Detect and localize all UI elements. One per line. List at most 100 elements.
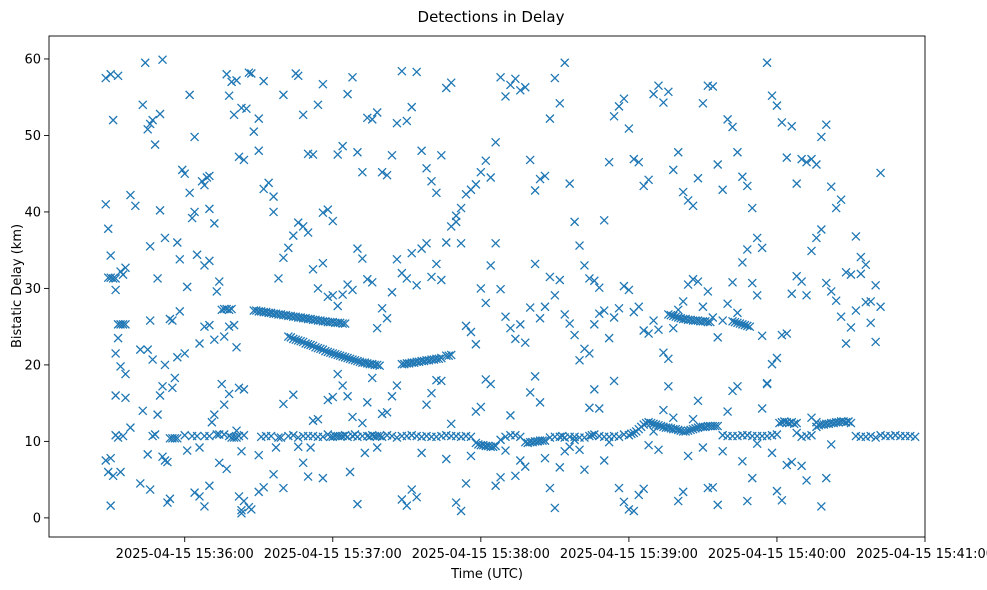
data-point-x-marker (772, 486, 782, 496)
data-point-x-marker (103, 467, 113, 477)
data-point-x-marker (747, 203, 757, 213)
data-point-x-marker (614, 303, 624, 313)
data-point-x-marker (737, 257, 747, 267)
data-point-x-marker (177, 165, 187, 175)
data-point-x-marker (723, 299, 733, 309)
data-point-x-marker (520, 82, 530, 92)
data-point-x-marker (106, 501, 116, 511)
data-point-x-marker (185, 90, 195, 100)
data-point-x-marker (580, 261, 589, 270)
data-point-x-marker (140, 58, 150, 68)
data-point-x-marker (237, 508, 246, 518)
data-point-x-marker (325, 348, 335, 358)
data-point-x-marker (278, 253, 288, 263)
data-point-x-marker (348, 355, 357, 365)
data-point-x-marker (219, 332, 229, 342)
data-point-x-marker (446, 419, 456, 429)
data-point-x-marker (239, 496, 249, 506)
data-point-x-marker (530, 259, 540, 269)
data-point-x-marker (654, 81, 663, 91)
data-point-x-marker (728, 277, 737, 287)
data-point-x-marker (486, 261, 496, 270)
data-point-x-marker (792, 179, 802, 189)
data-point-x-marker (293, 71, 303, 81)
data-point-x-marker (436, 275, 446, 285)
data-point-x-marker (377, 432, 387, 442)
data-point-x-marker (466, 432, 476, 442)
data-point-x-marker (639, 326, 649, 335)
data-point-x-marker (101, 199, 111, 209)
data-point-x-marker (683, 426, 693, 436)
data-point-x-marker (291, 335, 301, 345)
data-point-x-marker (422, 163, 432, 173)
data-point-x-marker (125, 423, 135, 433)
data-point-x-marker (752, 290, 762, 300)
data-point-x-marker (298, 337, 308, 347)
data-point-x-marker (306, 340, 316, 350)
data-point-x-marker (417, 146, 427, 156)
data-point-x-marker (678, 296, 688, 306)
data-point-x-marker (876, 302, 886, 312)
x-tick-label: 2025-04-15 15:40:00 (708, 547, 846, 562)
data-point-x-marker (167, 316, 177, 325)
data-point-x-marker (422, 400, 432, 410)
data-point-x-marker (789, 419, 799, 429)
data-point-x-marker (649, 426, 659, 436)
data-point-x-marker (315, 344, 325, 354)
data-point-x-marker (733, 147, 742, 157)
data-point-x-marker (782, 460, 792, 470)
data-point-x-marker (668, 165, 678, 175)
data-point-x-marker (624, 285, 634, 295)
data-point-x-marker (313, 414, 323, 424)
data-point-x-marker (703, 287, 713, 296)
data-point-x-marker (372, 108, 382, 117)
data-point-x-marker (165, 314, 175, 324)
data-point-x-marker (249, 127, 259, 137)
data-point-x-marker (811, 160, 821, 169)
data-point-x-marker (158, 55, 167, 65)
data-point-x-marker (772, 353, 782, 363)
data-point-x-marker (841, 267, 851, 277)
data-point-x-marker (145, 485, 155, 495)
data-point-x-marker (525, 387, 535, 397)
data-point-x-marker (274, 274, 283, 283)
data-point-x-marker (649, 89, 659, 99)
data-point-x-marker (172, 238, 182, 247)
data-point-x-marker (575, 241, 584, 251)
data-point-x-marker (831, 203, 841, 213)
data-point-x-marker (496, 472, 506, 482)
data-point-x-marker (407, 485, 417, 495)
data-point-x-marker (269, 192, 279, 202)
data-point-x-marker (713, 160, 723, 169)
data-point-x-marker (663, 309, 673, 319)
data-point-x-marker (584, 431, 594, 441)
data-point-x-marker (155, 391, 165, 400)
data-point-x-marker (816, 501, 826, 511)
data-point-x-marker (491, 441, 501, 451)
data-point-x-marker (658, 98, 668, 108)
data-point-x-marker (811, 233, 821, 243)
data-point-x-marker (505, 80, 515, 90)
data-point-x-marker (323, 205, 333, 215)
data-point-x-marker (377, 409, 387, 419)
data-point-x-marker (338, 381, 348, 391)
data-point-x-marker (565, 319, 575, 329)
data-point-x-marker (654, 445, 663, 455)
data-point-x-marker (466, 327, 476, 337)
data-point-x-marker (431, 188, 441, 198)
data-point-x-marker (644, 417, 654, 427)
data-point-x-marker (165, 494, 175, 504)
data-point-x-marker (143, 345, 153, 355)
data-point-x-marker (639, 420, 649, 430)
data-point-x-marker (762, 378, 772, 388)
data-point-x-marker (219, 400, 229, 410)
data-point-x-marker (387, 391, 397, 401)
data-point-x-marker (807, 430, 816, 440)
data-point-x-marker (861, 260, 871, 270)
data-point-x-marker (708, 82, 718, 91)
data-point-x-marker (185, 188, 195, 198)
data-point-x-marker (237, 103, 246, 113)
data-point-x-marker (278, 483, 288, 493)
data-point-x-marker (412, 67, 422, 77)
data-point-x-marker (357, 418, 367, 428)
